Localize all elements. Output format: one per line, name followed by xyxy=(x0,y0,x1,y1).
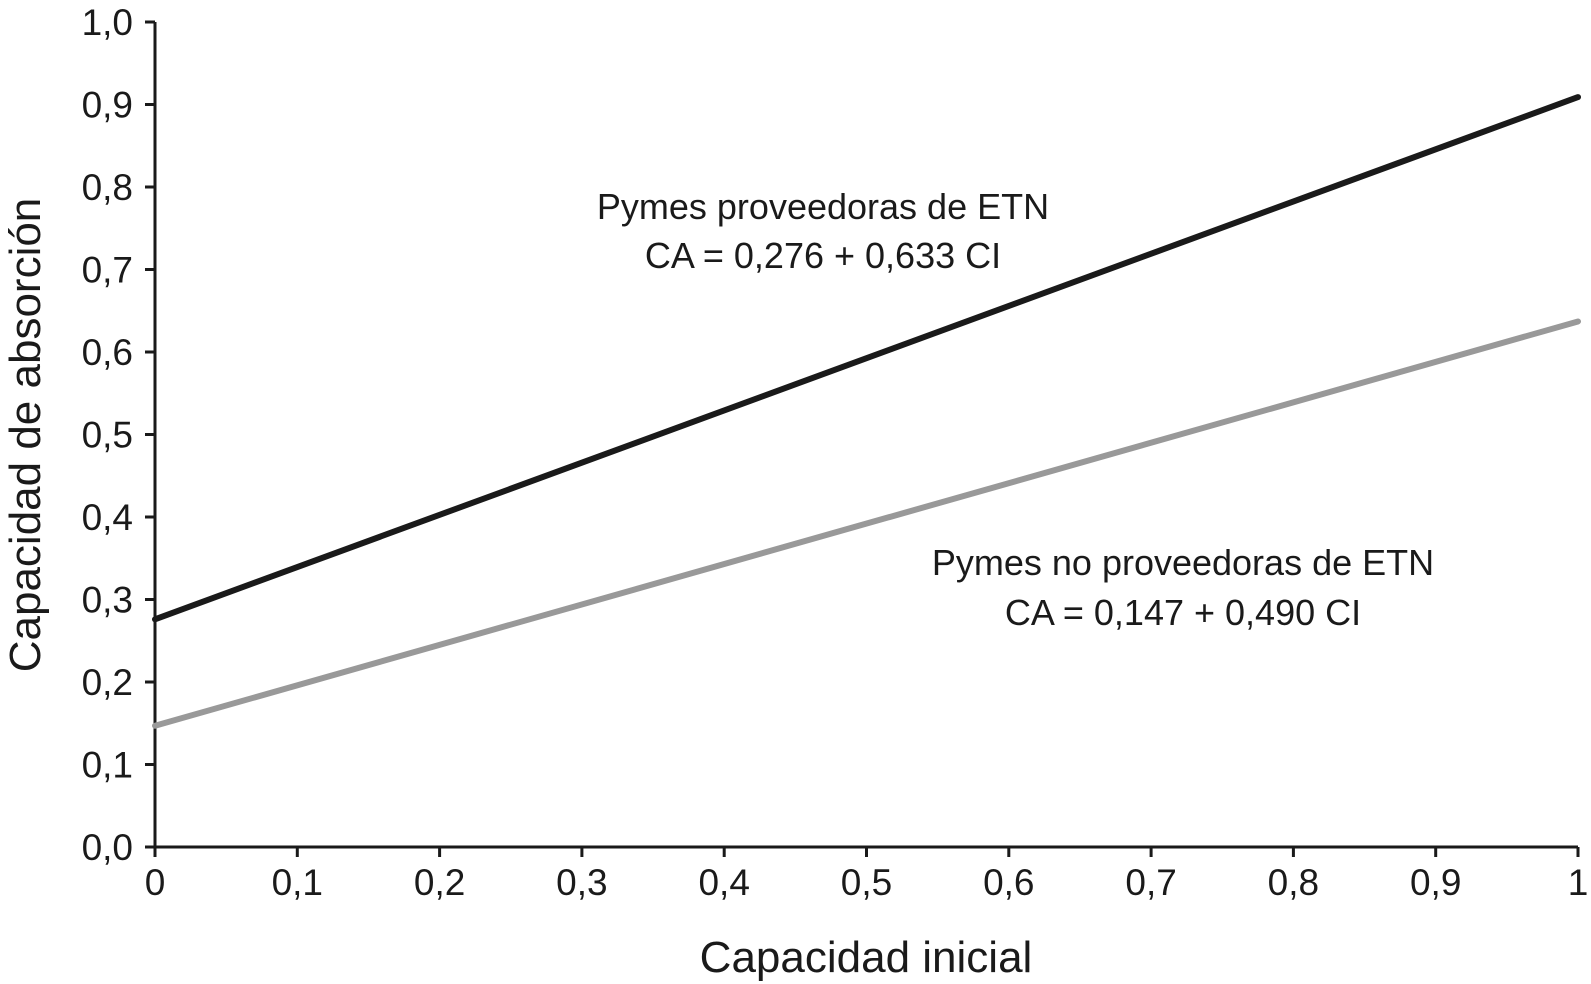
axes xyxy=(153,22,1578,849)
annotation-suppliers-equation: CA = 0,276 + 0,633 CI xyxy=(645,235,1001,276)
x-tick-label: 0,7 xyxy=(1125,862,1176,903)
x-tick-label: 0,4 xyxy=(698,862,749,903)
y-tick-label: 0,7 xyxy=(82,250,133,291)
annotation-suppliers-title: Pymes proveedoras de ETN xyxy=(597,186,1049,227)
series-line-suppliers xyxy=(152,94,1581,623)
y-tick-label: 0,8 xyxy=(82,167,133,208)
x-tick-label: 0,3 xyxy=(556,862,607,903)
x-tick-label: 1 xyxy=(1568,862,1589,903)
x-tick-label: 0,8 xyxy=(1268,862,1319,903)
annotation-non-suppliers: Pymes no proveedoras de ETN CA = 0,147 +… xyxy=(932,542,1434,633)
y-tick-label: 0,2 xyxy=(82,662,133,703)
annotation-non-suppliers-equation: CA = 0,147 + 0,490 CI xyxy=(1005,592,1361,633)
y-tick-label: 0,0 xyxy=(82,827,133,868)
y-ticks: 0,0 0,1 0,2 0,3 0,4 0,5 0,6 0,7 0,8 0,9 1,0 xyxy=(82,2,155,868)
x-ticks: 0 0,1 0,2 0,3 0,4 0,5 0,6 0,7 0,8 0,9 1 xyxy=(145,847,1589,903)
x-tick-label: 0 xyxy=(145,862,166,903)
x-tick-label: 0,5 xyxy=(841,862,892,903)
annotation-non-suppliers-title: Pymes no proveedoras de ETN xyxy=(932,542,1434,583)
annotation-suppliers: Pymes proveedoras de ETN CA = 0,276 + 0,… xyxy=(597,186,1049,276)
y-tick-label: 0,9 xyxy=(82,85,133,126)
x-tick-label: 0,2 xyxy=(414,862,465,903)
series-line-non-suppliers xyxy=(152,318,1581,729)
series-lines xyxy=(152,94,1581,729)
x-tick-label: 0,9 xyxy=(1410,862,1461,903)
y-tick-label: 0,5 xyxy=(82,415,133,456)
y-tick-label: 0,6 xyxy=(82,332,133,373)
x-axis-label: Capacidad inicial xyxy=(700,933,1033,982)
x-tick-label: 0,1 xyxy=(272,862,323,903)
y-tick-label: 1,0 xyxy=(82,2,133,43)
y-tick-label: 0,4 xyxy=(82,497,133,538)
y-tick-label: 0,1 xyxy=(82,745,133,786)
x-tick-label: 0,6 xyxy=(983,862,1034,903)
y-tick-label: 0,3 xyxy=(82,580,133,621)
y-axis-label: Capacidad de absorción xyxy=(1,198,50,673)
